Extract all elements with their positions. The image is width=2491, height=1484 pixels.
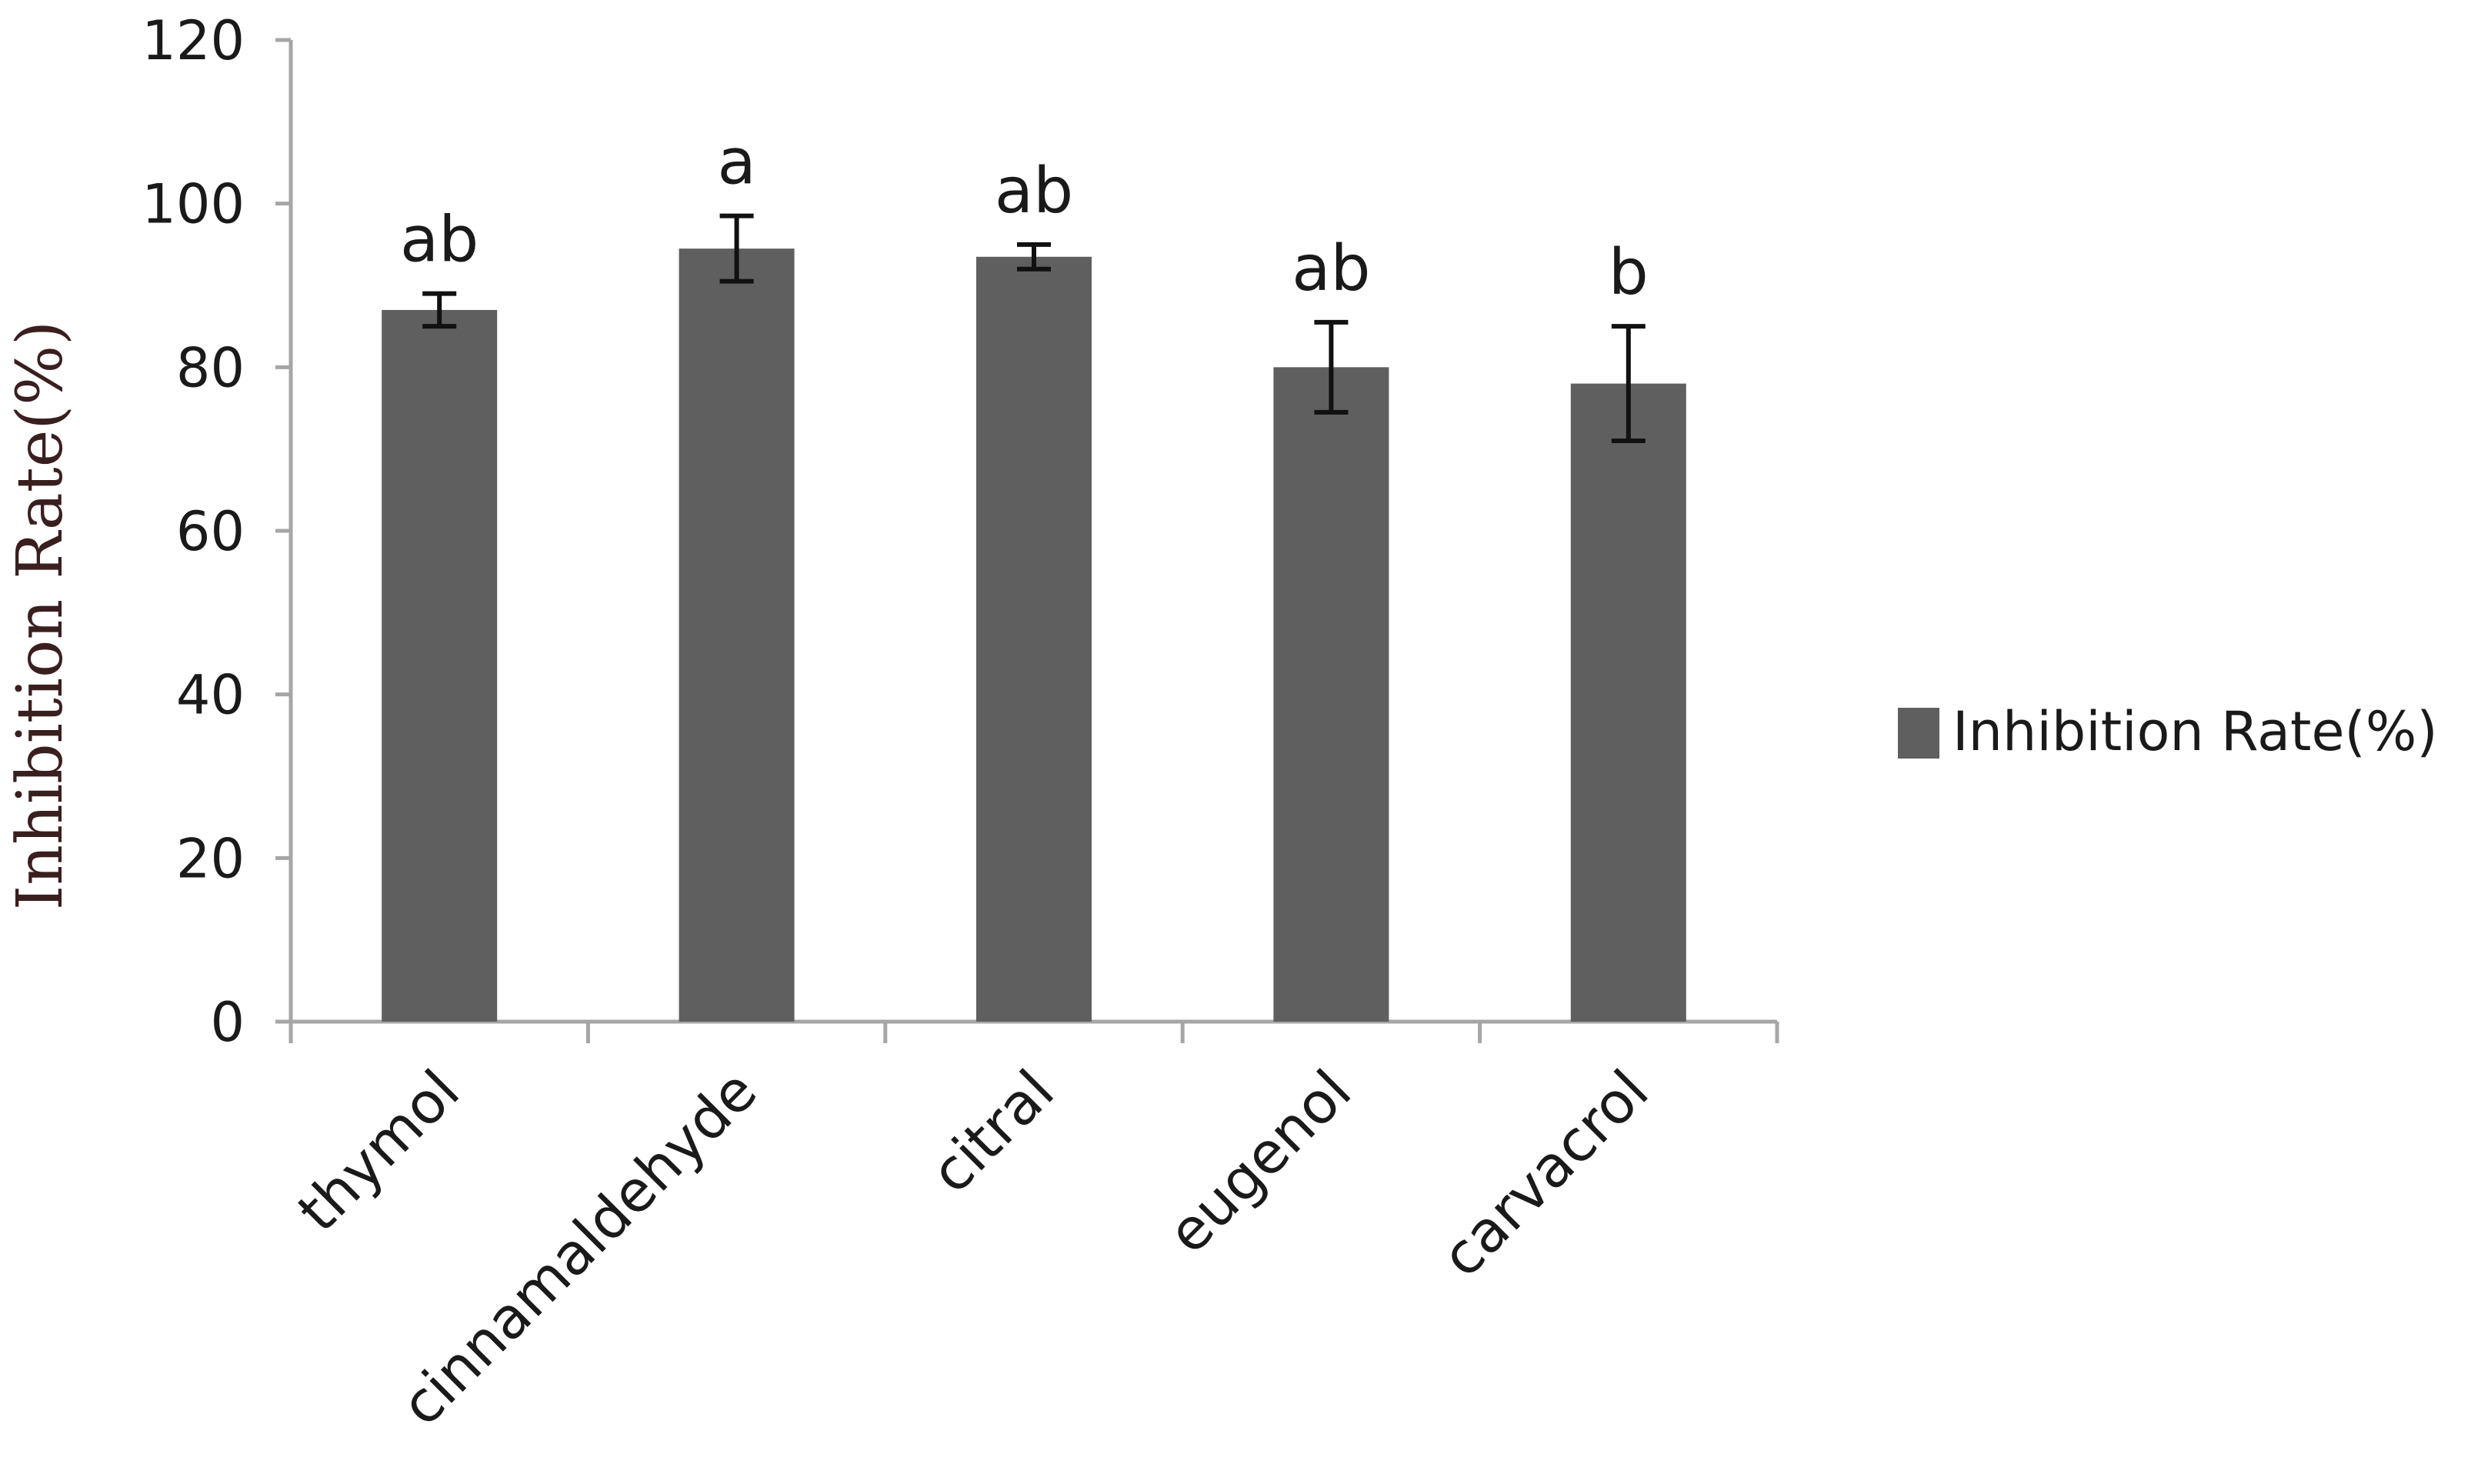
y-tick-label: 40 (176, 664, 245, 727)
bar-carvacrol (1570, 383, 1686, 1022)
y-tick-label: 20 (176, 827, 245, 890)
axes (275, 38, 1779, 1043)
bar-eugenol (1273, 367, 1389, 1022)
bar-cinnamaldehyde (679, 248, 795, 1022)
significance-label-citral: ab (995, 155, 1073, 228)
y-tick-label: 120 (142, 9, 245, 72)
legend-swatch (1898, 708, 1939, 759)
x-tick-label-carvacrol: carvacrol (1429, 1058, 1662, 1290)
x-tick-label-thymol: thymol (285, 1058, 472, 1245)
legend: Inhibition Rate(%) (1898, 700, 2438, 763)
bar-citral (976, 256, 1092, 1022)
y-tick-label: 0 (210, 991, 245, 1054)
significance-label-thymol: ab (400, 204, 479, 277)
bars (382, 248, 1686, 1022)
significance-label-eugenol: ab (1292, 232, 1370, 305)
y-tick-label: 80 (176, 336, 245, 399)
significance-label-cinnamaldehyde: a (717, 126, 755, 199)
bar-thymol (382, 309, 498, 1022)
y-tick-label: 60 (176, 500, 245, 563)
error-bars (422, 213, 1646, 444)
x-tick-label-citral: citral (919, 1058, 1067, 1206)
y-tick-label: 100 (142, 173, 245, 236)
legend-label: Inhibition Rate(%) (1952, 700, 2438, 763)
y-axis-label: Inhibition Rate(%) (4, 321, 77, 910)
x-tick-label-eugenol: eugenol (1155, 1058, 1364, 1266)
significance-label-carvacrol: b (1609, 236, 1649, 309)
labels: 020406080100120abthymolacinnamaldehydeab… (142, 9, 1661, 1439)
